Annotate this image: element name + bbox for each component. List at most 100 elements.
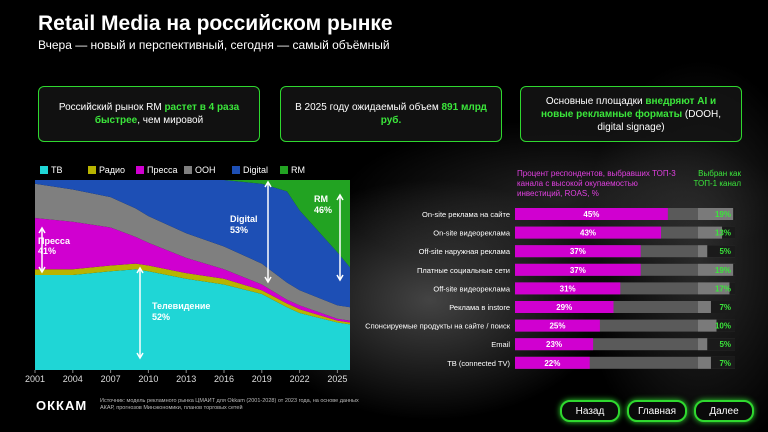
category-label: Off-site наружная реклама (419, 247, 511, 256)
info-box: Российский рынок RM растет в 4 раза быст… (38, 86, 260, 142)
bar (515, 208, 668, 220)
top1-label: 19% (715, 210, 731, 219)
x-tick-label: 2007 (101, 374, 121, 384)
annotation: 46% (314, 205, 332, 215)
category-label: On-site реклама на сайте (422, 210, 510, 219)
area (35, 180, 350, 308)
top1-label: 7% (719, 359, 731, 368)
top1-label: 7% (719, 303, 731, 312)
bar (515, 356, 590, 369)
top1-bar (698, 282, 730, 295)
top1-bar (698, 301, 711, 313)
bar (515, 319, 600, 332)
top1-label: 19% (715, 266, 731, 275)
bar (515, 301, 614, 313)
top1-label: 10% (715, 322, 731, 331)
value-label: 25% (549, 322, 565, 331)
info-text: Основные площадки внедряют AI и новые ре… (533, 95, 729, 134)
info-text-part: 891 млрд руб. (380, 102, 487, 126)
info-box: Основные площадки внедряют AI и новые ре… (520, 86, 742, 142)
arrow-head (264, 180, 272, 284)
annotation: RM (314, 194, 328, 204)
area (35, 263, 350, 325)
top1-bar (698, 245, 708, 258)
legend-label: RM (291, 165, 305, 175)
annotation: 52% (152, 312, 170, 322)
info-text-part: , чем мировой (137, 115, 204, 126)
bar (515, 226, 662, 239)
value-label: 23% (546, 340, 562, 349)
x-tick-label: 2025 (327, 374, 347, 384)
x-tick-label: 2001 (25, 374, 45, 384)
area (35, 269, 350, 370)
top1-label: 5% (719, 340, 731, 349)
legend-label: Пресса (147, 165, 178, 175)
category-label: Email (491, 340, 510, 349)
arrow-head (336, 193, 344, 282)
legend-label: ТВ (51, 165, 63, 175)
x-tick-label: 2004 (63, 374, 83, 384)
legend-swatch (232, 166, 240, 174)
x-tick-label: 2016 (214, 374, 234, 384)
back-button[interactable]: Назад (560, 400, 620, 422)
info-text-part: В 2025 году ожидаемый объем (295, 102, 442, 113)
category-label: Спонсируемые продукты на сайте / поиск (365, 322, 511, 331)
annotation: Телевидение (152, 301, 210, 311)
info-text-part: растет в 4 раза быстрее (94, 102, 240, 126)
x-tick-label: 2019 (252, 374, 272, 384)
legend-label: Радио (99, 165, 125, 175)
value-label: 45% (583, 210, 599, 219)
top1-bar (698, 263, 734, 276)
top1-label: 13% (715, 229, 731, 238)
top1-bar (698, 356, 711, 369)
bar (515, 263, 641, 276)
arrow-head (136, 266, 144, 360)
top1-bar (698, 226, 723, 239)
annotation: Пресса (38, 236, 71, 246)
bar-header-top1: Выбран как ТОП-1 канал (693, 169, 742, 188)
legend-swatch (280, 166, 288, 174)
x-tick-label: 2010 (138, 374, 158, 384)
area (35, 180, 350, 268)
value-label: 37% (570, 266, 586, 275)
next-button[interactable]: Далее (694, 400, 754, 422)
top1-label: 17% (715, 284, 731, 293)
x-tick-label: 2013 (176, 374, 196, 384)
info-text-part: Основные площадки (545, 95, 646, 107)
info-text: Российский рынок RM растет в 4 раза быст… (51, 101, 247, 127)
value-label: 31% (560, 284, 576, 293)
value-label: 43% (580, 229, 596, 238)
category-label: ТВ (connected TV) (447, 359, 510, 368)
arrow-head (38, 226, 46, 274)
bar (515, 245, 641, 258)
category-label: Платные социальные сети (417, 266, 510, 275)
top1-bar (698, 338, 708, 351)
info-text: В 2025 году ожидаемый объем 891 млрд руб… (293, 101, 489, 127)
bar (515, 338, 594, 351)
area (35, 183, 350, 321)
value-label: 22% (544, 359, 560, 368)
legend-swatch (184, 166, 192, 174)
bar-header: Процент респондентов, выбравших ТОП-3 ка… (517, 169, 676, 198)
bar (515, 282, 621, 295)
x-tick-label: 2022 (290, 374, 310, 384)
area (35, 218, 350, 323)
legend-swatch (40, 166, 48, 174)
legend-swatch (88, 166, 96, 174)
title: Retail Media на российском рынке (38, 12, 393, 35)
value-label: 37% (570, 247, 586, 256)
info-text-part: внедряют AI и новые рекламные форматы (540, 95, 717, 120)
category-label: Off-site видеореклама (433, 284, 510, 293)
top1-bar (698, 319, 717, 332)
info-text-part: Российский рынок RM (58, 102, 165, 113)
legend-label: Digital (243, 165, 268, 175)
top1-label: 5% (719, 247, 731, 256)
source-note: Источник: модель рекламного рынка ЦМАИТ … (100, 398, 359, 411)
legend-swatch (136, 166, 144, 174)
info-text-part: (DOOH, digital signage) (597, 108, 722, 133)
home-button[interactable]: Главная (627, 400, 687, 422)
subtitle: Вчера — новый и перспективный, сегодня —… (38, 38, 390, 52)
category-label: On-site видеореклама (433, 229, 511, 238)
